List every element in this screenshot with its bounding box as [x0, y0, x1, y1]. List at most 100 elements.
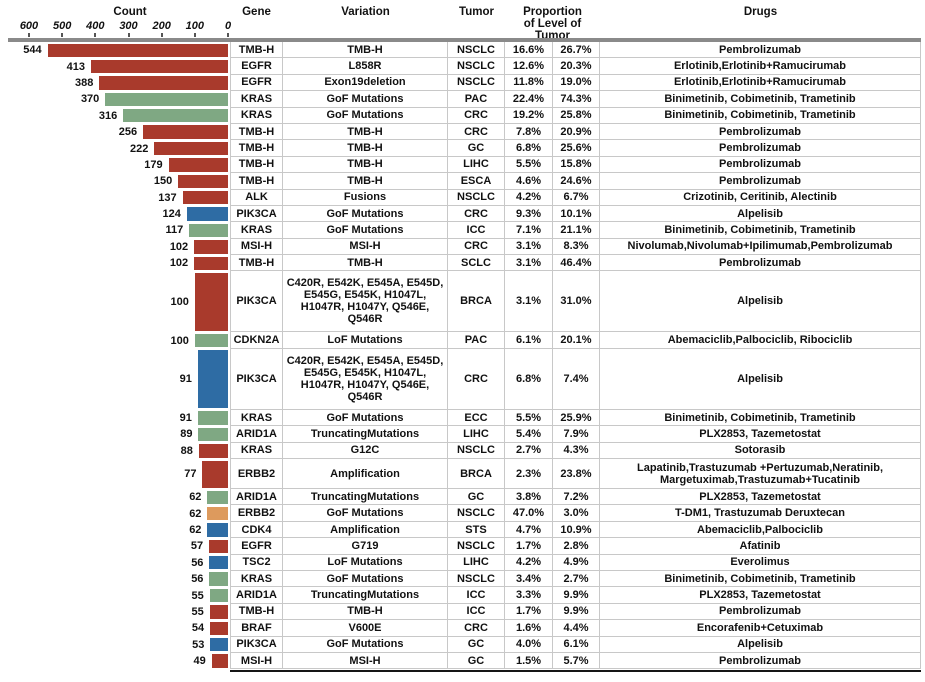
tumor-cell: NSCLC [448, 74, 505, 92]
variation-cell: GoF Mutations [283, 409, 448, 427]
gene-cell: TMB-H [230, 255, 283, 272]
tumor-cell: ICC [448, 603, 505, 621]
variation-cell: G719 [283, 538, 448, 555]
count-bar [211, 654, 228, 668]
tumor-cell: GC [448, 140, 505, 157]
proportion-level1-cell: 6.8% [505, 348, 553, 410]
count-bar-cell: 49 [0, 653, 230, 669]
count-bar-cell: 137 [0, 190, 230, 206]
count-bar-cell: 370 [0, 91, 230, 107]
tumor-cell: LIHC [448, 554, 505, 571]
count-bar-cell: 388 [0, 75, 230, 91]
count-label: 62 [189, 507, 202, 520]
count-bar [209, 588, 228, 603]
gene-cell: KRAS [230, 222, 283, 239]
gene-cell: TMB-H [230, 123, 283, 141]
proportion-level2-cell: 20.3% [553, 58, 600, 75]
axis-tick-mark [94, 33, 97, 37]
drugs-cell: Pembrolizumab [600, 603, 921, 621]
tumor-cell: GC [448, 489, 505, 506]
drugs-cell: PLX2853, Tazemetostat [600, 489, 921, 506]
count-label: 388 [74, 76, 94, 89]
axis-tick-mark [160, 33, 163, 37]
variation-cell: TMB-H [283, 255, 448, 272]
count-bar [210, 638, 228, 652]
proportion-level2-cell: 7.2% [553, 489, 600, 506]
gene-cell: KRAS [230, 570, 283, 588]
count-label: 62 [189, 491, 202, 504]
gene-cell: TMB-H [230, 42, 283, 59]
variation-cell: GoF Mutations [283, 107, 448, 124]
count-label: 91 [179, 412, 192, 425]
axis-tick-label: 100 [185, 20, 204, 32]
drugs-column-header: Drugs [743, 6, 778, 18]
tumor-cell: PAC [448, 332, 505, 349]
proportion-level2-cell: 3.0% [553, 505, 600, 522]
proportion-level1-cell: 47.0% [505, 505, 553, 522]
variation-cell: TruncatingMutations [283, 489, 448, 506]
count-bar-cell: 179 [0, 157, 230, 173]
proportion-level2-cell: 8.3% [553, 238, 600, 256]
count-bar [197, 350, 228, 409]
drugs-cell: Afatinib [600, 538, 921, 555]
variation-cell: TruncatingMutations [283, 426, 448, 443]
tumor-cell: NSCLC [448, 42, 505, 59]
variation-cell: GoF Mutations [283, 222, 448, 239]
table-row: 56 TSC2 LoF Mutations LIHC 4.2% 4.9% Everolimu… [0, 554, 921, 571]
count-label: 49 [193, 655, 206, 668]
variation-cell: Amplification [283, 459, 448, 490]
count-label: 89 [180, 428, 193, 441]
variation-cell: Exon19deletion [283, 74, 448, 92]
count-label: 117 [165, 224, 184, 237]
drugs-cell: Erlotinib,Erlotinib+Ramucirumab [600, 58, 921, 75]
count-label: 316 [98, 109, 118, 122]
count-bar [105, 92, 228, 107]
proportion-level1-cell: 9.3% [505, 205, 553, 223]
count-bar-cell: 91 [0, 410, 230, 426]
drugs-cell: Erlotinib,Erlotinib+Ramucirumab [600, 74, 921, 92]
table-row: 124 PIK3CA GoF Mutations CRC 9.3% 10.1% Alpeli… [0, 205, 921, 223]
count-bar [178, 174, 228, 189]
drugs-cell: Pembrolizumab [600, 140, 921, 157]
drugs-cell: Encorafenib+Cetuximab [600, 620, 921, 637]
variation-column-header: Variation [341, 6, 390, 18]
table-row: 57 EGFR G719 NSCLC 1.7% 2.8% Afatinib [0, 538, 921, 555]
drugs-cell: Binimetinib, Cobimetinib, Trametinib [600, 222, 921, 239]
count-bar [209, 605, 228, 619]
variation-cell: L858R [283, 58, 448, 75]
drugs-cell: Sotorasib [600, 442, 921, 460]
variation-cell: LoF Mutations [283, 332, 448, 349]
proportion-level1-cell: 4.2% [505, 554, 553, 571]
proportion-level1-cell: 3.1% [505, 271, 553, 333]
drugs-cell: Lapatinib,Trastuzumab +Pertuzumab,Nerati… [600, 459, 921, 490]
drugs-cell: Binimetinib, Cobimetinib, Trametinib [600, 409, 921, 427]
proportion-level1-cell: 5.5% [505, 156, 553, 174]
count-bar [123, 109, 228, 123]
gene-cell: MSI-H [230, 238, 283, 256]
variation-cell: TruncatingMutations [283, 587, 448, 604]
count-bar-cell: 57 [0, 538, 230, 554]
gene-cell: TMB-H [230, 156, 283, 174]
count-label: 91 [179, 373, 192, 386]
proportion-level1-cell: 3.3% [505, 587, 553, 604]
axis-tick-mark [227, 33, 229, 37]
table-row: 62 ERBB2 GoF Mutations NSCLC 47.0% 3.0% T-DM1,… [0, 505, 921, 522]
count-label: 77 [184, 468, 197, 481]
proportion-level1-cell: 1.6% [505, 620, 553, 637]
gene-cell: PIK3CA [230, 205, 283, 223]
gene-cell: CDKN2A [230, 332, 283, 349]
table-row: 55 TMB-H TMB-H ICC 1.7% 9.9% Pembrolizumab [0, 603, 921, 621]
tumor-cell: CRC [448, 107, 505, 124]
count-bar-cell: 88 [0, 443, 230, 459]
gene-cell: KRAS [230, 107, 283, 124]
count-label: 544 [23, 44, 42, 57]
axis-tick-label: 0 [224, 20, 232, 32]
count-label: 413 [66, 60, 86, 73]
tumor-cell: CRC [448, 123, 505, 141]
drugs-cell: Pembrolizumab [600, 42, 921, 59]
table-row: 102 MSI-H MSI-H CRC 3.1% 8.3% Nivolumab,Nivolu… [0, 238, 921, 256]
drugs-cell: T-DM1, Trastuzumab Deruxtecan [600, 505, 921, 522]
count-bar-cell: 102 [0, 239, 230, 255]
gene-cell: TSC2 [230, 554, 283, 571]
count-bar-cell: 56 [0, 571, 230, 587]
